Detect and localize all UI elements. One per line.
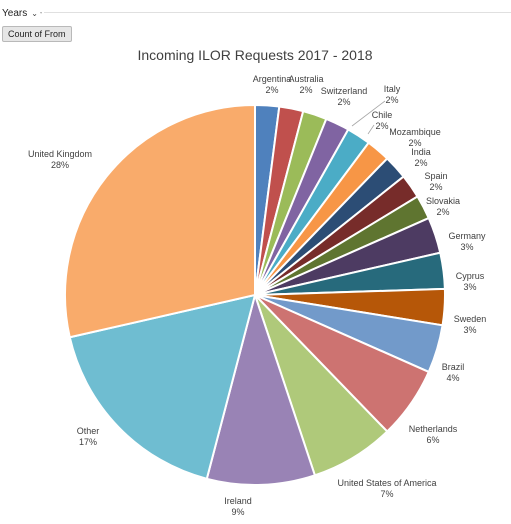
data-label-cyprus: Cyprus 3% — [456, 271, 485, 292]
header-divider — [44, 12, 511, 13]
data-label-slovakia: Slovakia 2% — [426, 196, 460, 217]
data-label-australia: Australia 2% — [288, 74, 323, 95]
data-label-india: India 2% — [411, 147, 431, 168]
years-filter-button[interactable]: Years ⌄ — [0, 4, 42, 22]
leader-line-chile — [367, 124, 375, 135]
pie-slice-united-kingdom — [64, 103, 256, 339]
pie-slice-ireland — [205, 291, 317, 486]
count-of-from-field-button[interactable]: Count of From — [2, 26, 72, 42]
data-label-other: Other 17% — [77, 426, 100, 447]
leader-lines — [351, 100, 386, 135]
funnel-filter-icon — [40, 12, 42, 14]
data-label-ireland: Ireland 9% — [224, 496, 252, 517]
data-label-united-kingdom: United Kingdom 28% — [28, 149, 92, 170]
chart-title: Incoming ILOR Requests 2017 - 2018 — [137, 47, 372, 63]
data-label-spain: Spain 2% — [424, 171, 447, 192]
chevron-down-icon: ⌄ — [31, 8, 38, 18]
data-label-germany: Germany 3% — [448, 231, 486, 252]
data-label-argentina: Argentina 2% — [253, 74, 292, 95]
pie-slice-other — [68, 293, 257, 481]
data-label-mozambique: Mozambique 2% — [389, 127, 441, 148]
years-filter-label: Years — [2, 7, 28, 19]
data-label-netherlands: Netherlands 6% — [409, 424, 458, 445]
data-label-chile: Chile 2% — [372, 110, 393, 131]
data-label-united-states-of-america: United States of America 7% — [337, 478, 436, 499]
data-label-italy: Italy 2% — [384, 84, 401, 105]
data-label-switzerland: Switzerland 2% — [321, 86, 368, 107]
pie-slices — [64, 103, 446, 486]
data-label-sweden: Sweden 3% — [454, 314, 487, 335]
data-label-brazil: Brazil 4% — [442, 362, 465, 383]
leader-line-italy — [351, 100, 386, 127]
data-labels: Argentina 2%Australia 2% Switzerland 2% Italy… — [28, 74, 486, 517]
